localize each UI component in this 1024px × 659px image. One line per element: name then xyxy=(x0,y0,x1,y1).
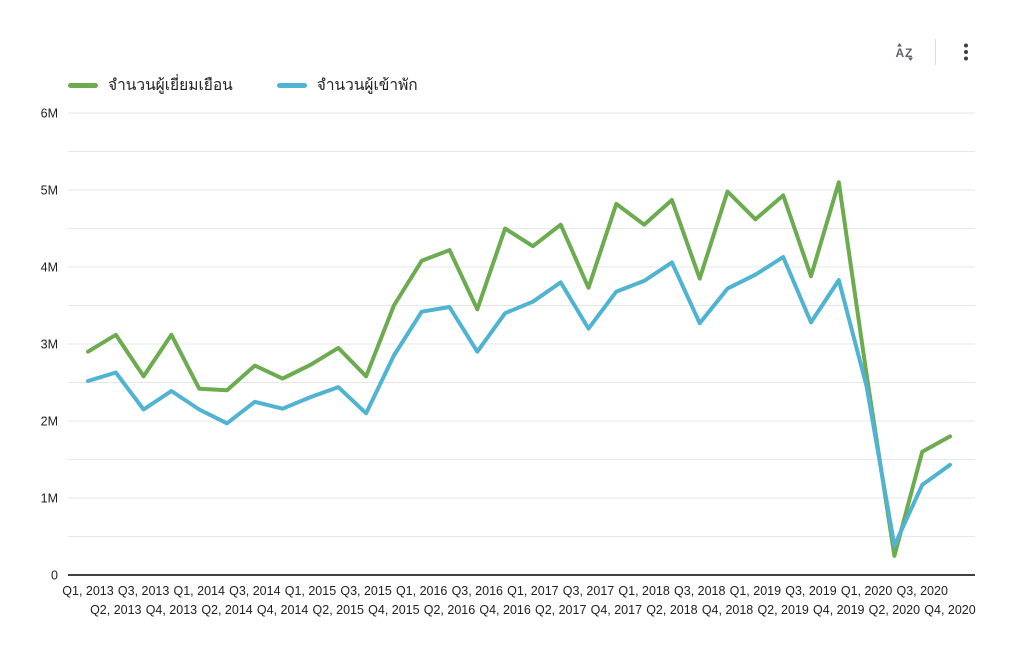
y-axis-tick-label: 6M xyxy=(41,107,58,121)
y-axis-tick-label: 0 xyxy=(51,569,58,583)
visitors-series-label: จำนวนผู้เยี่ยมเยือน xyxy=(108,77,233,94)
x-axis-tick-label: Q2, 2018 xyxy=(646,603,697,617)
x-axis-tick-label: Q4, 2019 xyxy=(813,603,864,617)
chart-toolbar: A Z xyxy=(891,38,980,66)
svg-text:Z: Z xyxy=(905,46,912,60)
x-axis-tick-label: Q3, 2020 xyxy=(896,584,947,598)
x-axis-tick-label: Q4, 2014 xyxy=(257,603,308,617)
x-axis-tick-label: Q4, 2015 xyxy=(368,603,419,617)
y-axis-tick-label: 5M xyxy=(41,184,58,198)
y-axis-tick-label: 2M xyxy=(41,415,58,429)
x-axis-tick-label: Q3, 2019 xyxy=(785,584,836,598)
x-axis-tick-label: Q1, 2013 xyxy=(62,584,113,598)
x-axis-tick-label: Q4, 2020 xyxy=(924,603,975,617)
x-axis-tick-label: Q4, 2018 xyxy=(702,603,753,617)
x-axis-tick-label: Q3, 2017 xyxy=(563,584,614,598)
more-options-icon[interactable] xyxy=(952,38,980,66)
sort-az-glyph: A Z xyxy=(896,43,913,61)
visitors-series-swatch xyxy=(68,83,98,89)
x-axis-tick-label: Q1, 2019 xyxy=(730,584,781,598)
x-axis-tick-label: Q2, 2019 xyxy=(757,603,808,617)
x-axis-tick-label: Q1, 2018 xyxy=(618,584,669,598)
y-axis-tick-label: 1M xyxy=(41,492,58,506)
x-axis-tick-label: Q4, 2017 xyxy=(591,603,642,617)
guests-series-swatch xyxy=(276,83,307,89)
x-axis-tick-label: Q1, 2014 xyxy=(174,584,225,598)
series-line-0[interactable] xyxy=(86,180,952,558)
x-axis-tick-label: Q2, 2015 xyxy=(313,603,364,617)
guests-series-label: จำนวนผู้เข้าพัก xyxy=(316,77,418,94)
x-axis-tick-label: Q3, 2015 xyxy=(340,584,391,598)
x-axis-tick-label: Q2, 2013 xyxy=(90,603,141,617)
x-axis-tick-label: Q1, 2020 xyxy=(841,584,892,598)
x-axis-tick-label: Q3, 2014 xyxy=(229,584,280,598)
y-axis-tick-label: 4M xyxy=(41,261,58,275)
series-line-1[interactable] xyxy=(86,255,952,548)
y-axis-tick-label: 3M xyxy=(41,338,58,352)
svg-text:A: A xyxy=(896,46,905,60)
x-axis-tick-label: Q2, 2017 xyxy=(535,603,586,617)
legend-item-visitors[interactable]: จำนวนผู้เยี่ยมเยือน xyxy=(68,78,233,94)
kebab-menu-glyph xyxy=(964,43,968,61)
x-axis-tick-label: Q1, 2017 xyxy=(507,584,558,598)
x-axis-tick-label: Q3, 2016 xyxy=(452,584,503,598)
x-axis-tick-label: Q1, 2015 xyxy=(285,584,336,598)
x-axis-tick-label: Q4, 2016 xyxy=(479,603,530,617)
x-axis-tick-label: Q2, 2014 xyxy=(201,603,252,617)
x-axis-tick-label: Q3, 2013 xyxy=(118,584,169,598)
x-axis-tick-label: Q2, 2016 xyxy=(424,603,475,617)
sort-az-icon[interactable]: A Z xyxy=(891,38,919,66)
x-axis-tick-label: Q2, 2020 xyxy=(869,603,920,617)
toolbar-divider xyxy=(935,39,936,65)
x-axis-tick-label: Q4, 2013 xyxy=(146,603,197,617)
x-axis-tick-label: Q1, 2016 xyxy=(396,584,447,598)
legend: จำนวนผู้เยี่ยมเยือน จำนวนผู้เข้าพัก xyxy=(68,78,418,94)
legend-item-guests[interactable]: จำนวนผู้เข้าพัก xyxy=(276,77,418,94)
x-axis-tick-label: Q3, 2018 xyxy=(674,584,725,598)
